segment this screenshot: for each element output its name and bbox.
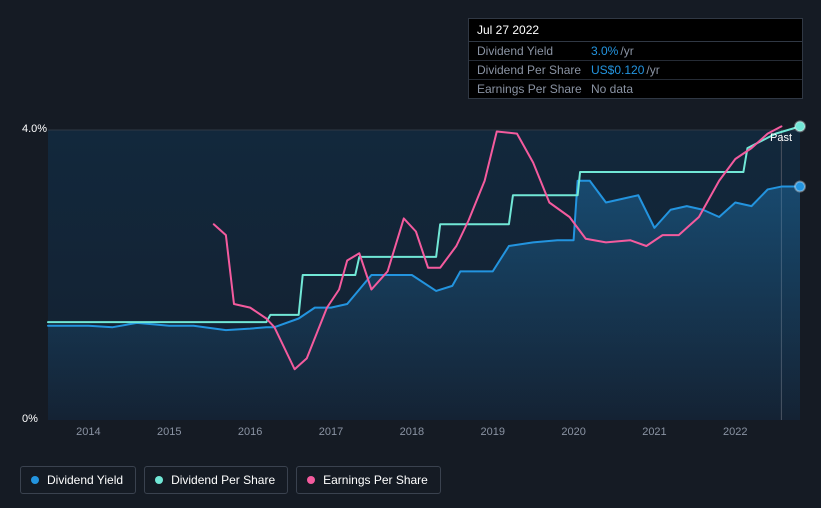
legend-item-dividend-yield[interactable]: Dividend Yield	[20, 466, 136, 494]
x-tick-label: 2022	[723, 426, 747, 438]
tooltip-row-value: No data	[591, 82, 633, 96]
legend-dot-icon	[31, 476, 39, 484]
chart-tooltip: Jul 27 2022Dividend Yield3.0%/yrDividend…	[468, 18, 803, 99]
past-label: Past	[770, 132, 792, 144]
x-tick-label: 2019	[480, 426, 504, 438]
tooltip-row-label: Earnings Per Share	[477, 82, 591, 96]
tooltip-row: Dividend Yield3.0%/yr	[469, 42, 802, 61]
tooltip-title: Jul 27 2022	[469, 19, 802, 42]
y-tick-label: 0%	[22, 413, 38, 425]
x-tick-label: 2018	[400, 426, 424, 438]
tooltip-row-label: Dividend Yield	[477, 44, 591, 58]
tooltip-row: Earnings Per ShareNo data	[469, 80, 802, 98]
tooltip-row-value: US$0.120/yr	[591, 63, 660, 77]
tooltip-row: Dividend Per ShareUS$0.120/yr	[469, 61, 802, 80]
x-tick-label: 2015	[157, 426, 181, 438]
x-tick-label: 2021	[642, 426, 666, 438]
chart-area: 0%4.0% 201420152016201720182019202020212…	[0, 0, 821, 460]
y-tick-label: 4.0%	[22, 123, 47, 135]
x-tick-label: 2020	[561, 426, 585, 438]
x-tick-label: 2016	[238, 426, 262, 438]
legend-item-label: Dividend Yield	[47, 473, 123, 487]
legend-dot-icon	[307, 476, 315, 484]
chart-legend: Dividend Yield Dividend Per Share Earnings…	[20, 466, 441, 494]
x-tick-label: 2014	[76, 426, 100, 438]
legend-item-dividend-per-share[interactable]: Dividend Per Share	[144, 466, 288, 494]
legend-item-label: Dividend Per Share	[171, 473, 275, 487]
legend-dot-icon	[155, 476, 163, 484]
legend-item-label: Earnings Per Share	[323, 473, 428, 487]
x-axis-labels: 2014 2015 2016 2017 2018 2019 2020 2021 2022	[0, 426, 821, 442]
x-tick-label: 2017	[319, 426, 343, 438]
tooltip-row-value: 3.0%/yr	[591, 44, 634, 58]
legend-item-earnings-per-share[interactable]: Earnings Per Share	[296, 466, 441, 494]
tooltip-row-label: Dividend Per Share	[477, 63, 591, 77]
